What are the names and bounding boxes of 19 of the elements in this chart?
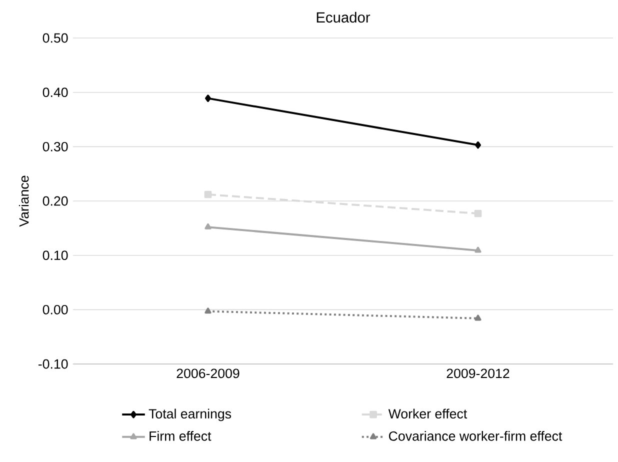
y-tick-label: 0.30 [42,142,68,152]
y-tick-label: 0.00 [42,304,68,314]
legend-label: Firm effect [150,431,212,441]
legend-label: Covariance worker-firm effect [389,431,562,441]
y-tick-label: 0.20 [42,196,68,206]
y-tick-label: -0.10 [38,359,68,369]
point [475,141,482,149]
point [205,94,212,102]
x-tick-label: 2009-2012 [446,368,510,378]
legend-label: Total earnings [148,408,232,422]
chart-title: Ecuador [316,12,370,23]
point [474,210,482,218]
x-tick-label: 2006-2009 [176,368,240,378]
y-tick-label: 0.40 [42,88,68,98]
y-tick-label: 0.10 [42,250,68,260]
y-tick-label: 0.50 [42,33,68,43]
legend-label: Worker effect [388,408,468,419]
point [204,190,212,198]
y-axis-title: Variance [18,176,29,227]
